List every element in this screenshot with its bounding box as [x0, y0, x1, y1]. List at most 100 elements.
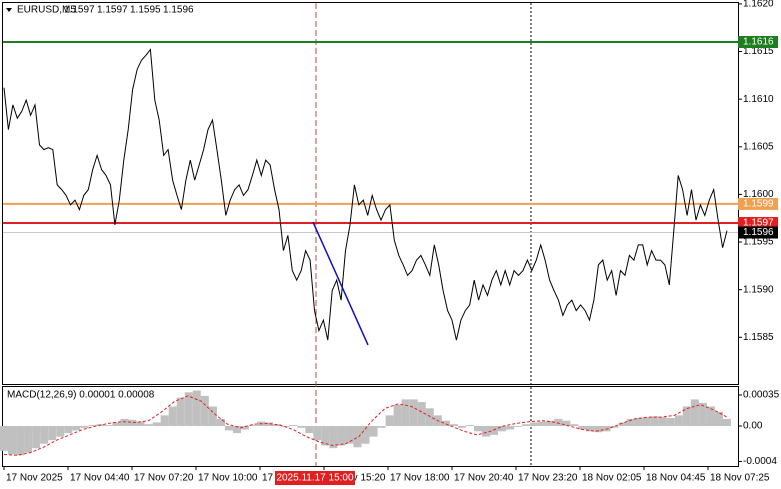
macd-tick-label: 0.00035 — [743, 390, 780, 401]
macd-bar — [658, 417, 667, 426]
price-level-box — [738, 216, 778, 229]
macd-tick-label: 0.00 — [743, 421, 763, 432]
macd-bar — [88, 425, 97, 426]
time-label: 17 Nov 07:20 — [134, 473, 194, 484]
price-level-label: 1.1599 — [743, 199, 774, 210]
time-label: 17 Nov 15:20 — [326, 473, 386, 484]
macd-bar — [594, 426, 603, 433]
macd-bar — [385, 415, 394, 426]
macd-bar — [144, 424, 153, 426]
menu-arrow — [6, 8, 12, 12]
time-label: 17 Nov 23:20 — [518, 473, 578, 484]
price-tick-label: 1.1605 — [743, 141, 774, 152]
macd-bar — [297, 426, 306, 428]
price-tick-label: 1.1620 — [743, 0, 774, 10]
macd-bar — [80, 426, 89, 428]
macd-bar — [618, 422, 627, 426]
ohlc-open: 1.1597 — [64, 5, 95, 16]
macd-bar — [120, 418, 129, 426]
macd-bar — [650, 416, 659, 426]
macd-bar — [457, 426, 466, 428]
macd-bar — [200, 395, 209, 426]
macd-bar — [666, 418, 675, 426]
macd-bar — [473, 426, 482, 432]
macd-bar — [498, 426, 507, 432]
macd-bar — [441, 420, 450, 426]
ohlc-low: 1.1595 — [130, 5, 161, 16]
time-label: 17 Nov 18:00 — [390, 473, 450, 484]
price-panel-frame — [2, 2, 739, 385]
macd-bar — [160, 415, 169, 426]
ohlc-close: 1.1596 — [163, 5, 194, 16]
macd-bar — [377, 426, 386, 428]
macd-bar — [369, 426, 378, 437]
macd-bar — [321, 426, 330, 446]
macd-bar — [490, 426, 499, 435]
macd-bar — [506, 426, 515, 430]
macd-bar — [56, 426, 65, 437]
time-label: 17 Nov 10:00 — [198, 473, 258, 484]
macd-bar — [465, 425, 474, 426]
price-tick-label: 1.1610 — [743, 94, 774, 105]
macd-bar — [112, 422, 121, 426]
macd-bar — [0, 426, 9, 451]
macd-bar — [40, 426, 49, 444]
macd-bar — [64, 426, 73, 434]
macd-bar — [208, 406, 217, 426]
symbol: EURUSD,M5 — [17, 5, 76, 16]
time-label: 17 Nov 04:40 — [70, 473, 130, 484]
time-label: 17 Nov 2025 — [6, 473, 63, 484]
macd-bar — [337, 426, 346, 446]
macd-bar — [249, 425, 258, 426]
macd-bar — [16, 426, 25, 456]
macd-bar — [232, 426, 241, 434]
macd-bar — [449, 424, 458, 426]
price-level-box — [738, 226, 778, 239]
macd-bar — [554, 418, 563, 426]
macd-bar — [586, 426, 595, 432]
macd-bar — [562, 420, 571, 426]
cursor-label: 2025.11.17 15:00 — [276, 473, 354, 484]
macd-bar — [425, 408, 434, 426]
macd-bar — [361, 426, 370, 444]
macd-bar — [393, 404, 402, 426]
macd-bar — [570, 424, 579, 426]
price-level-label: 1.1616 — [743, 37, 774, 48]
signal-line — [3, 395, 728, 456]
macd-bar — [530, 422, 539, 426]
macd-bar — [417, 402, 426, 426]
macd-bar — [634, 418, 643, 426]
macd-bar — [8, 426, 17, 455]
macd-bar — [305, 426, 314, 434]
macd-bar — [48, 426, 57, 441]
cursor-label-box — [275, 471, 355, 485]
macd-bar — [714, 411, 723, 426]
macd-bar — [128, 419, 137, 426]
macd-bar — [224, 426, 233, 431]
macd-bar — [152, 422, 161, 426]
macd-bar — [698, 402, 707, 426]
macd-bar — [32, 426, 41, 449]
macd-bar — [481, 426, 491, 437]
price-tick-label: 1.1585 — [743, 332, 774, 343]
macd-label: MACD(12,26,9) 0.00001 0.00008 — [7, 390, 155, 401]
macd-bar — [168, 406, 177, 426]
macd-bar — [546, 420, 555, 426]
macd-bar — [240, 426, 250, 430]
macd-bar — [690, 399, 699, 426]
macd-bar — [184, 392, 193, 426]
macd-bar — [313, 426, 322, 441]
macd-bar — [610, 426, 619, 428]
macd-bar — [409, 399, 418, 426]
macd-bar — [722, 418, 732, 426]
macd-bar — [522, 424, 531, 426]
macd-bar — [345, 426, 354, 444]
price-tick-label: 1.1600 — [743, 189, 774, 200]
macd-bar — [706, 406, 715, 426]
macd-bar — [353, 426, 362, 448]
macd-bar — [192, 390, 201, 426]
time-label: 17 Nov 20:40 — [454, 473, 514, 484]
macd-bar — [642, 417, 651, 426]
